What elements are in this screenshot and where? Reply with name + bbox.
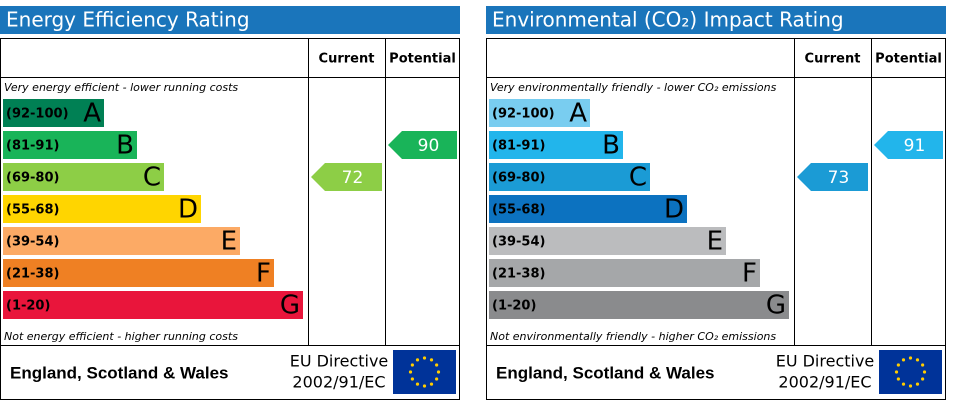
rating-band	[3, 131, 137, 159]
bottom-note: Not environmentally friendly - higher CO…	[490, 330, 776, 343]
band-letter: F	[742, 259, 757, 289]
flag-star	[410, 363, 414, 367]
band-letter: B	[116, 131, 134, 161]
rating-band	[3, 259, 274, 287]
band-range: (39-54)	[492, 235, 545, 250]
top-note: Very energy efficient - lower running co…	[4, 81, 238, 94]
title-bar	[0, 6, 460, 34]
rating-band	[3, 227, 240, 255]
footer-region: England, Scotland & Wales	[496, 363, 715, 382]
band-letter: D	[178, 195, 198, 225]
top-note: Very environmentally friendly - lower CO…	[490, 81, 777, 94]
band-range: (69-80)	[492, 171, 545, 186]
band-letter: C	[143, 163, 161, 193]
rating-panel: Energy Efficiency Rating Current Potential…	[0, 6, 460, 400]
band-range: (55-68)	[492, 203, 545, 218]
rating-band	[3, 99, 104, 127]
flag-star	[436, 370, 441, 374]
current-value: 72	[342, 168, 364, 188]
footer-code: 2002/91/EC	[778, 373, 871, 392]
band-range: (1-20)	[492, 299, 536, 314]
flag-star	[410, 377, 414, 381]
potential-arrow	[388, 131, 457, 159]
rating-band	[489, 163, 650, 191]
band-range: (21-38)	[6, 267, 59, 282]
band-letter: C	[629, 163, 647, 193]
band-range: (81-91)	[6, 139, 59, 154]
band-letter: G	[766, 291, 786, 321]
rating-band	[3, 163, 164, 191]
column-header: Current	[805, 52, 861, 67]
band-range: (39-54)	[6, 235, 59, 250]
flag-star	[908, 384, 913, 388]
chart-title: Energy Efficiency Rating	[6, 8, 250, 32]
chart-title: Environmental (CO₂) Impact Rating	[492, 8, 844, 32]
flag-star	[429, 358, 434, 362]
column-header: Potential	[389, 52, 456, 67]
band-letter: E	[221, 227, 237, 257]
column-header: Current	[319, 52, 375, 67]
band-letter: E	[707, 227, 723, 257]
rating-band	[489, 131, 623, 159]
flag-star	[422, 384, 427, 388]
potential-arrow	[874, 131, 943, 159]
rating-band	[3, 195, 201, 223]
band-range: (21-38)	[492, 267, 545, 282]
current-arrow	[797, 163, 868, 191]
frame	[486, 38, 946, 400]
flag-star	[908, 356, 913, 360]
band-letter: D	[664, 195, 684, 225]
band-letter: A	[569, 99, 587, 129]
potential-value: 91	[904, 136, 926, 156]
band-range: (1-20)	[6, 299, 50, 314]
flag-star	[922, 370, 927, 374]
footer-region: England, Scotland & Wales	[10, 363, 229, 382]
band-range: (92-100)	[6, 107, 69, 122]
column-header: Potential	[875, 52, 942, 67]
frame	[0, 38, 460, 400]
flag-star	[422, 356, 427, 360]
flag-star	[921, 377, 925, 381]
flag-star	[415, 358, 420, 362]
flag-star	[901, 382, 906, 386]
rating-band	[489, 99, 590, 127]
flag-star	[915, 382, 920, 386]
flag-star	[896, 377, 900, 381]
band-letter: B	[602, 131, 620, 161]
band-letter: A	[83, 99, 101, 129]
rating-panel: Environmental (CO₂) Impact Rating Current…	[486, 6, 946, 400]
bottom-note: Not energy efficient - higher running co…	[4, 330, 238, 343]
flag-star	[435, 363, 439, 367]
current-value: 73	[828, 168, 850, 188]
footer-code: 2002/91/EC	[292, 373, 385, 392]
band-letter: F	[256, 259, 271, 289]
rating-band	[489, 227, 726, 255]
footer-directive: EU Directive	[290, 352, 389, 371]
flag-star	[896, 363, 900, 367]
footer-directive: EU Directive	[776, 352, 875, 371]
rating-band	[489, 195, 687, 223]
rating-band	[489, 259, 760, 287]
rating-band	[3, 291, 303, 319]
band-range: (81-91)	[492, 139, 545, 154]
potential-value: 90	[418, 136, 440, 156]
flag-star	[415, 382, 420, 386]
flag-star	[894, 370, 899, 374]
flag-star	[408, 370, 413, 374]
flag-star	[915, 358, 920, 362]
title-bar	[486, 6, 946, 34]
flag-star	[435, 377, 439, 381]
flag-star	[921, 363, 925, 367]
band-range: (92-100)	[492, 107, 555, 122]
band-letter: G	[280, 291, 300, 321]
current-arrow	[311, 163, 382, 191]
flag-star	[429, 382, 434, 386]
band-range: (69-80)	[6, 171, 59, 186]
rating-band	[489, 291, 789, 319]
flag-star	[901, 358, 906, 362]
band-range: (55-68)	[6, 203, 59, 218]
